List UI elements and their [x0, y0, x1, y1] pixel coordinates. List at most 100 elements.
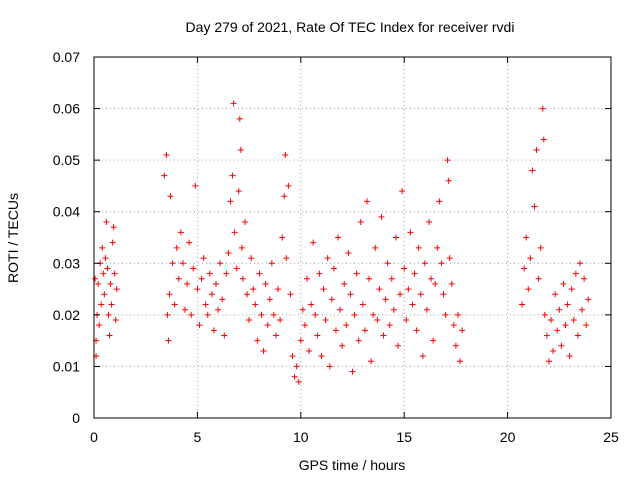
data-point [241, 219, 248, 226]
data-point [537, 244, 544, 251]
data-point [347, 291, 354, 298]
data-point [550, 347, 557, 354]
data-point [110, 224, 117, 231]
data-point [215, 306, 222, 313]
data-point [355, 337, 362, 344]
data-point [357, 219, 364, 226]
data-point [96, 322, 103, 329]
data-point [112, 317, 119, 324]
data-point [190, 265, 197, 272]
y-tick-label: 0.02 [53, 307, 80, 323]
data-point [581, 275, 588, 282]
data-point [585, 296, 592, 303]
data-point [230, 100, 237, 107]
x-tick-label: 15 [396, 429, 412, 445]
data-point [540, 136, 547, 143]
data-point [459, 327, 466, 334]
data-point [237, 146, 244, 153]
data-point [217, 260, 224, 267]
data-point [452, 342, 459, 349]
data-point [184, 280, 191, 287]
data-point [262, 280, 269, 287]
data-point [436, 198, 443, 205]
data-point [102, 255, 109, 262]
data-point [543, 332, 550, 339]
data-point [248, 255, 255, 262]
data-point [258, 311, 265, 318]
x-tick-label: 10 [293, 429, 309, 445]
data-point [337, 306, 344, 313]
data-point [432, 280, 439, 287]
data-point [293, 363, 300, 370]
data-point [308, 301, 315, 308]
data-point [301, 322, 308, 329]
data-point [394, 342, 401, 349]
y-tick-label: 0.03 [53, 255, 80, 271]
data-point [104, 265, 111, 272]
data-point [519, 301, 526, 308]
data-points [92, 100, 592, 385]
data-point [554, 327, 561, 334]
data-point [236, 115, 243, 122]
data-point [200, 255, 207, 262]
data-point [295, 378, 302, 385]
data-point [235, 188, 242, 195]
data-point [328, 296, 335, 303]
data-point [175, 275, 182, 282]
data-point [179, 260, 186, 267]
data-point [527, 255, 534, 262]
data-point [109, 239, 116, 246]
data-point [270, 311, 277, 318]
data-point [206, 270, 213, 277]
data-point [306, 347, 313, 354]
data-point [106, 332, 113, 339]
data-point [111, 270, 118, 277]
data-point [312, 311, 319, 318]
data-point [194, 286, 201, 293]
data-point [335, 234, 342, 241]
data-point [339, 342, 346, 349]
data-point [113, 286, 120, 293]
data-point [579, 306, 586, 313]
data-point [384, 260, 391, 267]
data-point [351, 311, 358, 318]
data-point [210, 327, 217, 334]
data-point [173, 244, 180, 251]
data-point [457, 358, 464, 365]
data-point [291, 373, 298, 380]
data-point [277, 317, 284, 324]
data-point [266, 296, 273, 303]
data-point [442, 311, 449, 318]
data-point [169, 260, 176, 267]
data-point [386, 322, 393, 329]
data-point [363, 198, 370, 205]
data-point [283, 255, 290, 262]
x-tick-label: 5 [194, 429, 202, 445]
x-tick-label: 25 [603, 429, 619, 445]
data-point [564, 301, 571, 308]
data-point [421, 260, 428, 267]
data-point [448, 280, 455, 287]
data-point [164, 311, 171, 318]
data-point [105, 311, 112, 318]
data-point [282, 151, 289, 158]
data-point [548, 317, 555, 324]
data-point [99, 244, 106, 251]
y-tick-labels: 0 0.01 0.02 0.03 0.04 0.05 0.06 0.07 [53, 49, 80, 426]
data-point [399, 188, 406, 195]
chart-title: Day 279 of 2021, Rate Of TEC Index for r… [186, 19, 515, 35]
data-point [252, 301, 259, 308]
data-point [570, 317, 577, 324]
data-point [445, 177, 452, 184]
data-point [98, 301, 105, 308]
data-point [219, 296, 226, 303]
data-point [366, 275, 373, 282]
data-point [202, 301, 209, 308]
data-point [192, 182, 199, 189]
data-point [562, 322, 569, 329]
data-point [297, 337, 304, 344]
data-point [186, 239, 193, 246]
data-point [341, 280, 348, 287]
data-point [221, 332, 228, 339]
data-point [304, 275, 311, 282]
